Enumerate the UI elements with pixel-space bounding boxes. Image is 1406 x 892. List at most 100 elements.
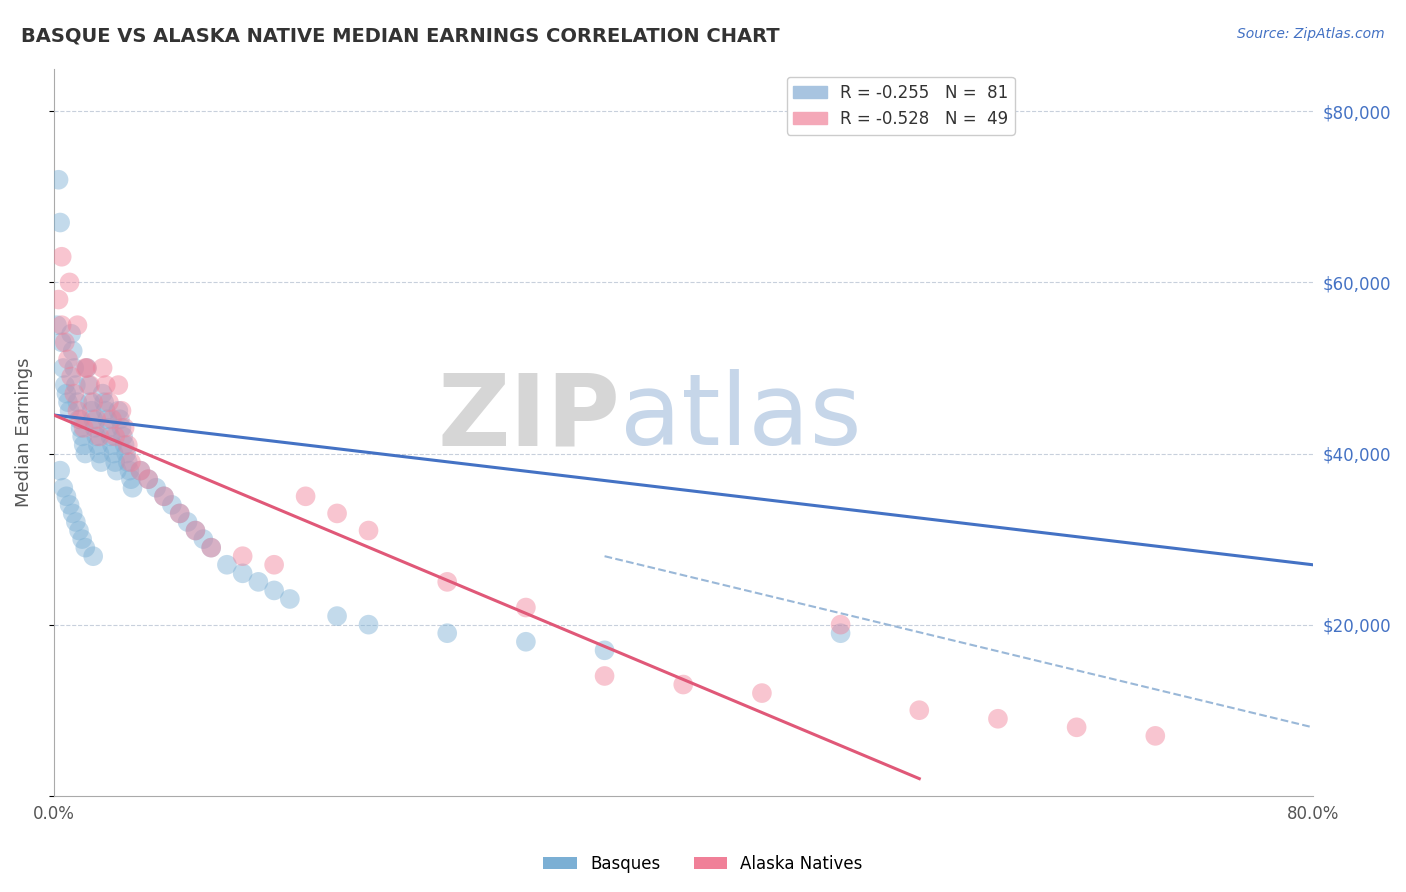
Point (97, 421, 120, 435)
Point (176, 515, 198, 529)
Point (136, 472, 159, 486)
Point (593, 669, 616, 683)
Point (100, 429, 122, 443)
Point (515, 634, 537, 648)
Point (58, 276, 80, 290)
Point (215, 558, 238, 572)
Point (184, 524, 207, 538)
Point (90, 455, 112, 469)
Point (82, 395, 104, 409)
Point (436, 626, 458, 640)
Text: ZIP: ZIP (437, 369, 620, 467)
Point (53, 335, 76, 350)
Point (70, 429, 93, 443)
Point (76, 361, 98, 376)
Point (49, 215, 72, 229)
Text: Source: ZipAtlas.com: Source: ZipAtlas.com (1237, 27, 1385, 41)
Point (830, 626, 852, 640)
Point (58, 498, 80, 512)
Point (103, 446, 125, 460)
Point (65, 515, 87, 529)
Point (56, 352, 79, 367)
Point (1144, 729, 1167, 743)
Point (53, 378, 76, 392)
Point (69, 412, 91, 426)
Point (49, 464, 72, 478)
Point (1066, 720, 1088, 734)
Point (129, 464, 152, 478)
Point (48, 293, 70, 307)
Point (66, 318, 89, 333)
Point (86, 429, 108, 443)
Point (160, 498, 183, 512)
Point (63, 386, 86, 401)
Legend: Basques, Alaska Natives: Basques, Alaska Natives (537, 848, 869, 880)
Point (80, 403, 103, 417)
Point (117, 455, 139, 469)
Point (129, 464, 152, 478)
Point (83, 421, 105, 435)
Point (117, 438, 139, 452)
Point (101, 412, 124, 426)
Point (69, 421, 91, 435)
Point (105, 464, 128, 478)
Point (263, 558, 285, 572)
Point (200, 541, 222, 555)
Point (672, 677, 695, 691)
Point (104, 455, 127, 469)
Point (169, 507, 191, 521)
Point (357, 524, 380, 538)
Point (110, 403, 132, 417)
Point (62, 507, 84, 521)
Point (263, 583, 285, 598)
Point (55, 386, 77, 401)
Point (96, 412, 118, 426)
Point (76, 361, 98, 376)
Point (63, 361, 86, 376)
Point (58, 403, 80, 417)
Point (56, 395, 79, 409)
Point (75, 361, 97, 376)
Point (94, 403, 117, 417)
Point (107, 403, 129, 417)
Text: BASQUE VS ALASKA NATIVE MEDIAN EARNINGS CORRELATION CHART: BASQUE VS ALASKA NATIVE MEDIAN EARNINGS … (21, 27, 780, 45)
Point (101, 438, 124, 452)
Point (232, 566, 254, 581)
Point (153, 489, 176, 503)
Point (593, 643, 616, 657)
Point (751, 686, 773, 700)
Point (51, 250, 73, 264)
Point (357, 617, 380, 632)
Point (184, 524, 207, 538)
Point (52, 361, 75, 376)
Point (66, 395, 89, 409)
Point (55, 489, 77, 503)
Point (515, 600, 537, 615)
Point (67, 412, 90, 426)
Point (136, 472, 159, 486)
Point (108, 412, 131, 426)
Point (73, 421, 96, 435)
Point (278, 591, 301, 606)
Point (67, 524, 90, 538)
Point (73, 438, 96, 452)
Point (51, 318, 73, 333)
Point (89, 429, 111, 443)
Point (60, 326, 83, 341)
Text: atlas: atlas (620, 369, 862, 467)
Point (79, 395, 101, 409)
Point (200, 541, 222, 555)
Point (118, 464, 141, 478)
Point (65, 378, 87, 392)
Point (52, 481, 75, 495)
Point (48, 173, 70, 187)
Point (60, 369, 83, 384)
Point (326, 609, 349, 624)
Point (77, 378, 100, 392)
Point (82, 549, 104, 564)
Point (294, 489, 316, 503)
Point (75, 446, 97, 460)
Point (107, 378, 129, 392)
Point (66, 403, 89, 417)
Point (82, 412, 104, 426)
